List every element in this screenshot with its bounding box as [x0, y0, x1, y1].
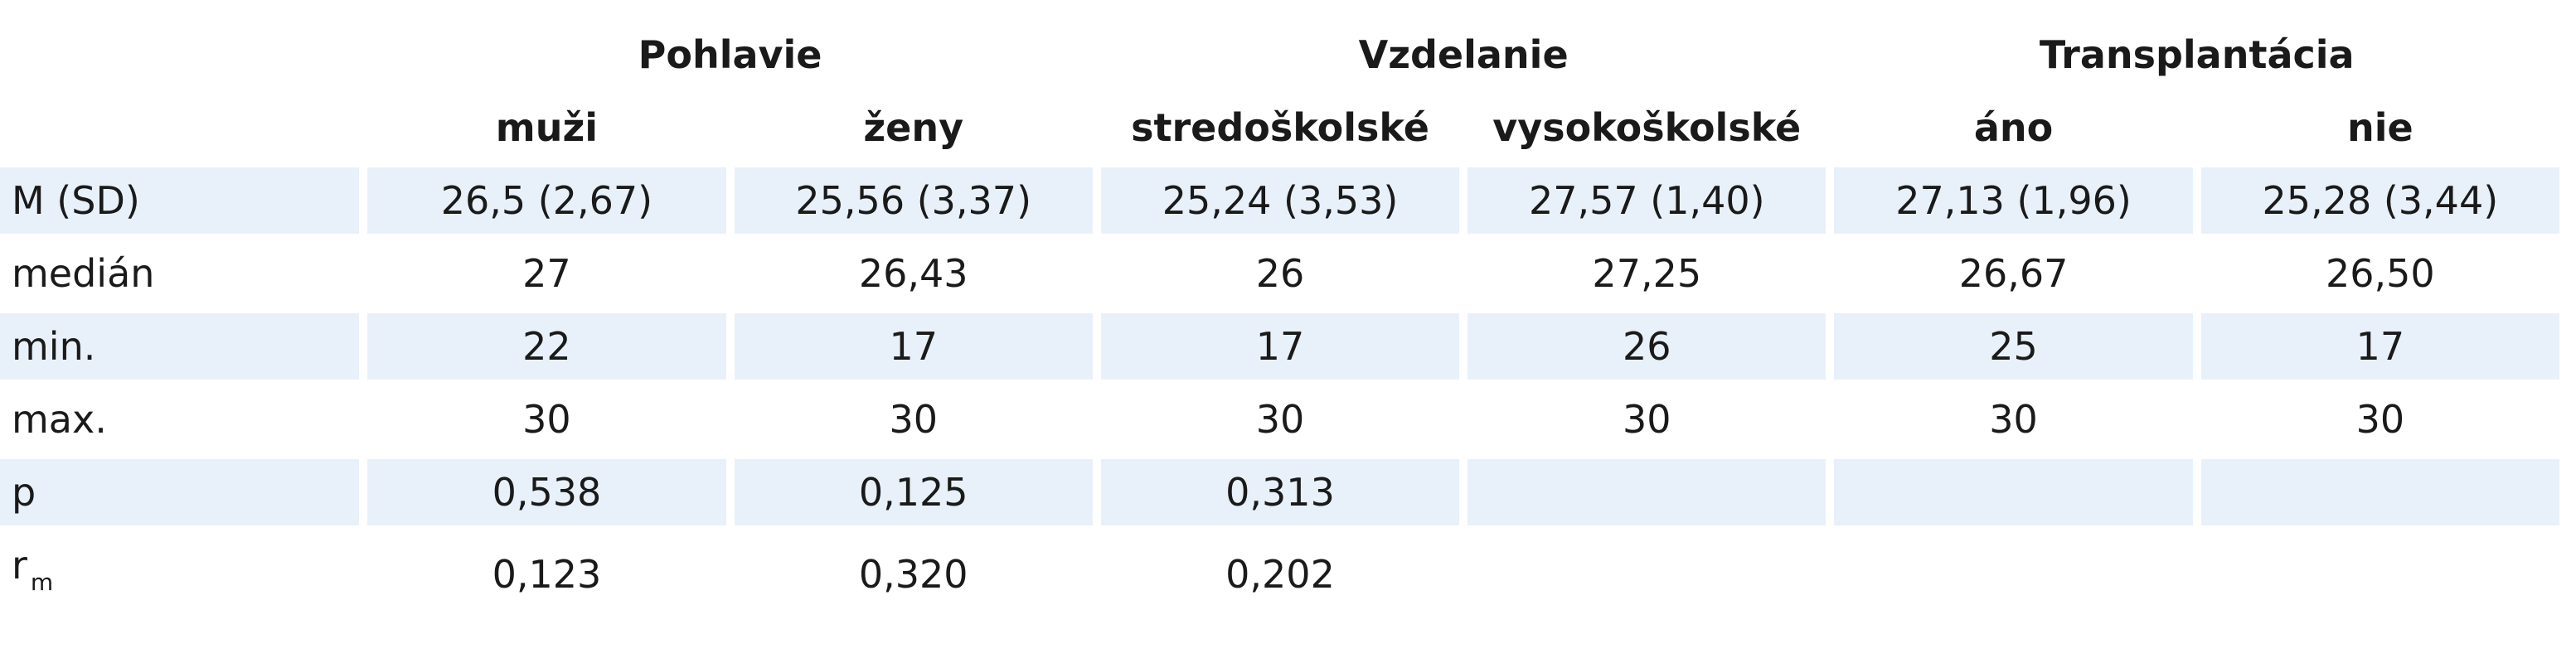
table-cell: 17 [734, 313, 1093, 380]
table-cell-empty [1467, 532, 1826, 616]
table-cell: 27,57 (1,40) [1467, 167, 1826, 234]
table-cell: 27,25 [1592, 251, 1702, 296]
group-header-transplantacia: Transplantácia [2039, 32, 2355, 77]
table-cell: 0,202 [1225, 551, 1335, 597]
table-row-max: max. 30 30 30 30 30 30 [0, 386, 2559, 452]
table-cell: 26,5 (2,67) [367, 167, 726, 234]
table-cell: 26,67 [1958, 251, 2069, 296]
group-header-vzdelanie: Vzdelanie [1358, 32, 1569, 77]
table-row-m-sd: M (SD) 26,5 (2,67) 25,56 (3,37) 25,24 (3… [0, 167, 2559, 234]
table-row-p: p 0,538 0,125 0,313 [0, 459, 2559, 525]
sub-header-row: muži ženy stredoškolské vysokoškolské án… [0, 94, 2559, 161]
table-cell: 30 [522, 397, 571, 442]
table-cell: 27,13 (1,96) [1834, 167, 2193, 234]
table-row-min: min. 22 17 17 26 25 17 [0, 313, 2559, 380]
table-cell: 0,538 [367, 459, 726, 525]
table-cell: 0,123 [492, 551, 602, 597]
stats-table-container: Pohlavie Vzdelanie Transplantácia muži ž… [0, 15, 2576, 622]
table-cell: 0,320 [858, 551, 968, 597]
table-cell: 30 [1623, 397, 1671, 442]
table-cell: 0,125 [734, 459, 1093, 525]
table-cell: 30 [1255, 397, 1305, 442]
table-cell-empty [1467, 459, 1826, 525]
table-cell-empty [2200, 459, 2559, 525]
table-cell: 27 [522, 251, 571, 296]
table-cell: 25,56 (3,37) [734, 167, 1093, 234]
sub-header-corner [0, 94, 359, 161]
stats-table: Pohlavie Vzdelanie Transplantácia muži ž… [0, 15, 2568, 622]
table-cell: 30 [2355, 397, 2405, 442]
row-label: max. [12, 397, 107, 442]
row-label: M (SD) [0, 167, 360, 234]
table-cell: 25 [1834, 313, 2193, 380]
table-cell-empty [1834, 532, 2192, 616]
sub-header-muzi: muži [495, 105, 599, 150]
row-label: p [0, 459, 360, 525]
sub-header-vysokoskolske: vysokoškolské [1492, 105, 1802, 150]
sub-header-stredoskolske: stredoškolské [1131, 105, 1429, 150]
table-cell: 17 [2200, 313, 2559, 380]
group-header-pohlavie: Pohlavie [638, 32, 822, 77]
sub-header-zeny: ženy [863, 105, 964, 150]
table-row-median: medián 27 26,43 26 27,25 26,67 26,50 [0, 240, 2559, 307]
table-cell: 26 [1467, 313, 1826, 380]
table-cell: 30 [1989, 397, 2038, 442]
table-cell: 26,43 [858, 251, 968, 296]
table-cell-empty [2201, 532, 2559, 616]
row-label-main: r [12, 543, 27, 588]
table-cell-empty [1834, 459, 2193, 525]
table-cell: 26 [1255, 251, 1305, 296]
sub-header-nie: nie [2346, 105, 2413, 150]
table-cell: 22 [367, 313, 726, 380]
header-corner [0, 22, 359, 88]
row-label: min. [0, 313, 360, 380]
sub-header-ano: áno [1973, 105, 2054, 150]
table-cell: 30 [889, 397, 938, 442]
table-cell: 25,28 (3,44) [2200, 167, 2559, 234]
table-cell: 26,50 [2326, 251, 2435, 296]
table-cell: 0,313 [1100, 459, 1460, 525]
row-label: medián [12, 251, 155, 296]
table-cell: 17 [1100, 313, 1460, 380]
group-header-row: Pohlavie Vzdelanie Transplantácia [0, 22, 2559, 88]
table-cell: 25,24 (3,53) [1100, 167, 1460, 234]
row-label-subscript: m [30, 569, 54, 596]
